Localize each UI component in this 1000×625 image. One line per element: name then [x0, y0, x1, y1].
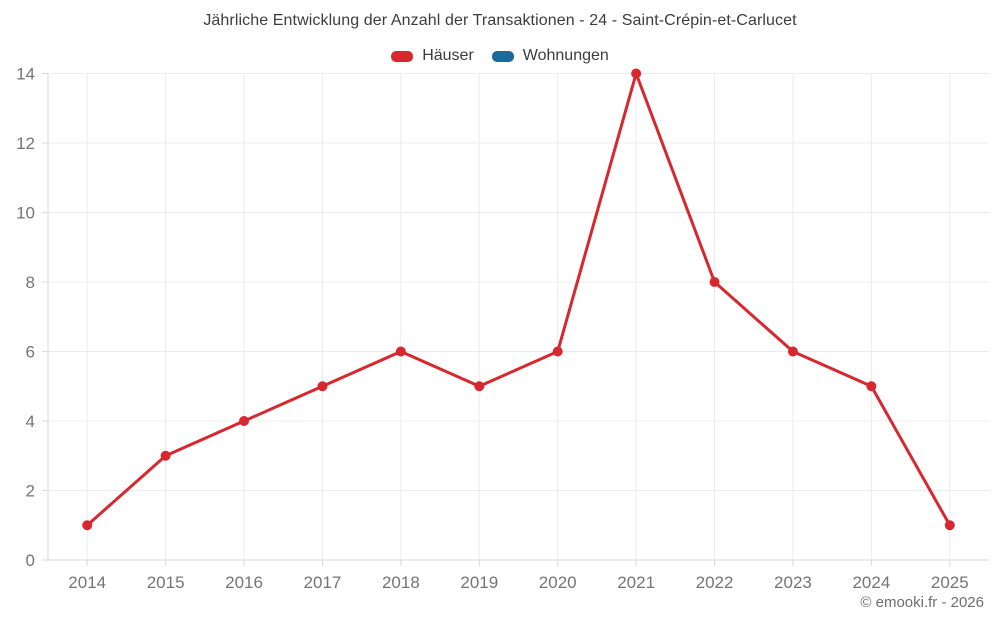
- svg-text:2: 2: [26, 482, 35, 501]
- svg-text:2020: 2020: [539, 573, 577, 592]
- svg-text:12: 12: [16, 134, 35, 153]
- legend-label-hauser: Häuser: [422, 47, 474, 64]
- svg-text:2023: 2023: [774, 573, 812, 592]
- legend-label-wohnungen: Wohnungen: [522, 47, 609, 64]
- svg-text:2018: 2018: [382, 573, 420, 592]
- svg-text:10: 10: [16, 204, 35, 223]
- legend-swatch-hauser: [391, 50, 414, 62]
- legend: Häuser Wohnungen: [0, 47, 1000, 65]
- chart-title: Jährliche Entwicklung der Anzahl der Tra…: [203, 12, 797, 29]
- svg-text:6: 6: [26, 343, 35, 362]
- svg-text:2025: 2025: [931, 573, 969, 592]
- svg-text:14: 14: [16, 65, 35, 84]
- svg-text:2015: 2015: [147, 573, 185, 592]
- legend-item-hauser[interactable]: Häuser: [391, 47, 474, 65]
- svg-text:2019: 2019: [460, 573, 498, 592]
- svg-text:2017: 2017: [304, 573, 342, 592]
- svg-text:8: 8: [26, 273, 35, 292]
- svg-text:4: 4: [26, 412, 35, 431]
- svg-text:2022: 2022: [696, 573, 734, 592]
- svg-text:2021: 2021: [617, 573, 655, 592]
- legend-item-wohnungen[interactable]: Wohnungen: [491, 47, 609, 65]
- attribution: © emooki.fr - 2026: [860, 594, 984, 611]
- svg-text:0: 0: [26, 551, 35, 570]
- svg-text:2014: 2014: [68, 573, 106, 592]
- svg-text:2024: 2024: [852, 573, 890, 592]
- svg-text:2016: 2016: [225, 573, 263, 592]
- legend-swatch-wohnungen: [491, 50, 514, 62]
